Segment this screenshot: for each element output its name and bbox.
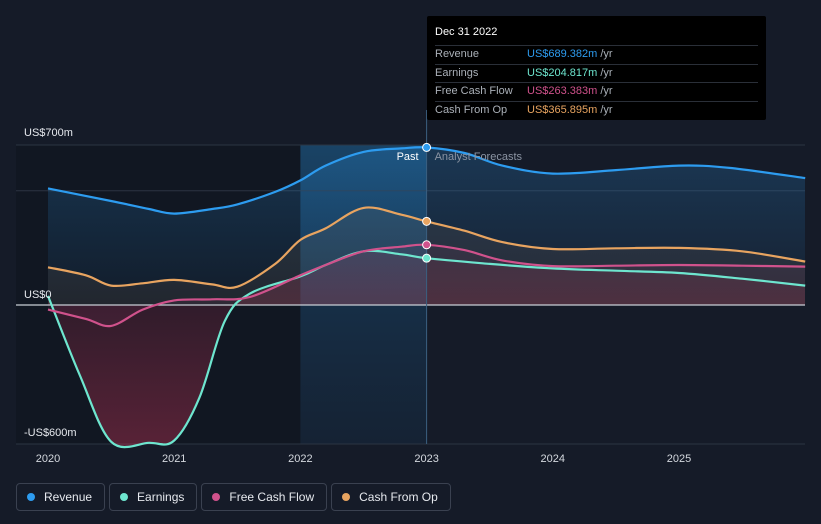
series-line-revenue <box>47 146 806 215</box>
series-markers <box>422 142 432 263</box>
tooltip-name: Revenue <box>435 48 480 60</box>
tooltip-unit: /yr <box>600 66 613 79</box>
legend-label: Free Cash Flow <box>229 490 315 504</box>
area-earnings <box>48 250 805 448</box>
x-tick-label: 2021 <box>162 453 186 465</box>
tooltip-value: US$365.895m <box>527 103 598 116</box>
series-lines <box>46 146 806 449</box>
legend-item-free-cash-flow[interactable]: Free Cash Flow <box>201 483 328 511</box>
x-tick-label: 2023 <box>414 453 438 465</box>
tooltip-row-free-cash-flow: Free Cash Flow US$263.383m /yr <box>435 82 758 101</box>
legend-dot-icon <box>212 493 221 501</box>
tooltip-row-revenue: Revenue US$689.382m /yr <box>435 45 758 64</box>
series-line-free-cash-flow <box>47 243 806 328</box>
tooltip-row-earnings: Earnings US$204.817m /yr <box>435 63 758 83</box>
past-label: Past <box>397 151 419 163</box>
marker-earnings <box>422 253 432 263</box>
tooltip: Dec 31 2022 Revenue US$689.382m /yr Earn… <box>427 16 766 120</box>
marker-revenue <box>422 142 432 152</box>
legend-item-earnings[interactable]: Earnings <box>109 483 198 511</box>
legend-item-cash-from-op[interactable]: Cash From Op <box>331 483 451 511</box>
tooltip-value: US$204.817m <box>527 66 598 79</box>
legend-dot-icon <box>27 493 35 501</box>
tooltip-unit: /yr <box>600 103 613 116</box>
y-label-top: US$700m <box>24 127 73 139</box>
x-tick-label: 2024 <box>541 453 565 465</box>
tooltip-name: Earnings <box>435 66 479 79</box>
marker-free-cash-flow <box>422 240 432 250</box>
legend-dot-icon <box>342 493 351 501</box>
forecast-label: Analyst Forecasts <box>435 151 523 163</box>
legend-label: Cash From Op <box>359 490 438 504</box>
tooltip-date: Dec 31 2022 <box>435 26 498 38</box>
tooltip-name: Free Cash Flow <box>435 85 513 97</box>
tooltip-value: US$263.383m <box>527 85 598 97</box>
legend-label: Earnings <box>137 490 185 504</box>
tooltip-unit: /yr <box>600 48 613 60</box>
y-label-zero: US$0 <box>24 289 52 301</box>
tooltip-unit: /yr <box>600 85 613 97</box>
legend-label: Revenue <box>44 490 93 504</box>
tooltip-value: US$689.382m <box>527 48 598 60</box>
legend-dot-icon <box>120 493 129 501</box>
legend: Revenue Earnings Free Cash Flow Cash Fro… <box>16 483 451 511</box>
y-label-bottom: -US$600m <box>24 427 77 439</box>
axis-text: US$700m US$0 -US$600m 2020 2021 2022 2023 2024 2… <box>24 127 691 465</box>
tooltip-row-cash-from-op: Cash From Op US$365.895m /yr <box>435 100 758 120</box>
x-tick-label: 2025 <box>667 453 691 465</box>
x-tick-label: 2022 <box>288 453 312 465</box>
marker-cash-from-op <box>422 216 432 226</box>
series-line-cash-from-op <box>47 206 806 290</box>
tooltip-name: Cash From Op <box>435 103 508 116</box>
x-tick-label: 2020 <box>36 453 60 465</box>
legend-item-revenue[interactable]: Revenue <box>16 483 106 511</box>
